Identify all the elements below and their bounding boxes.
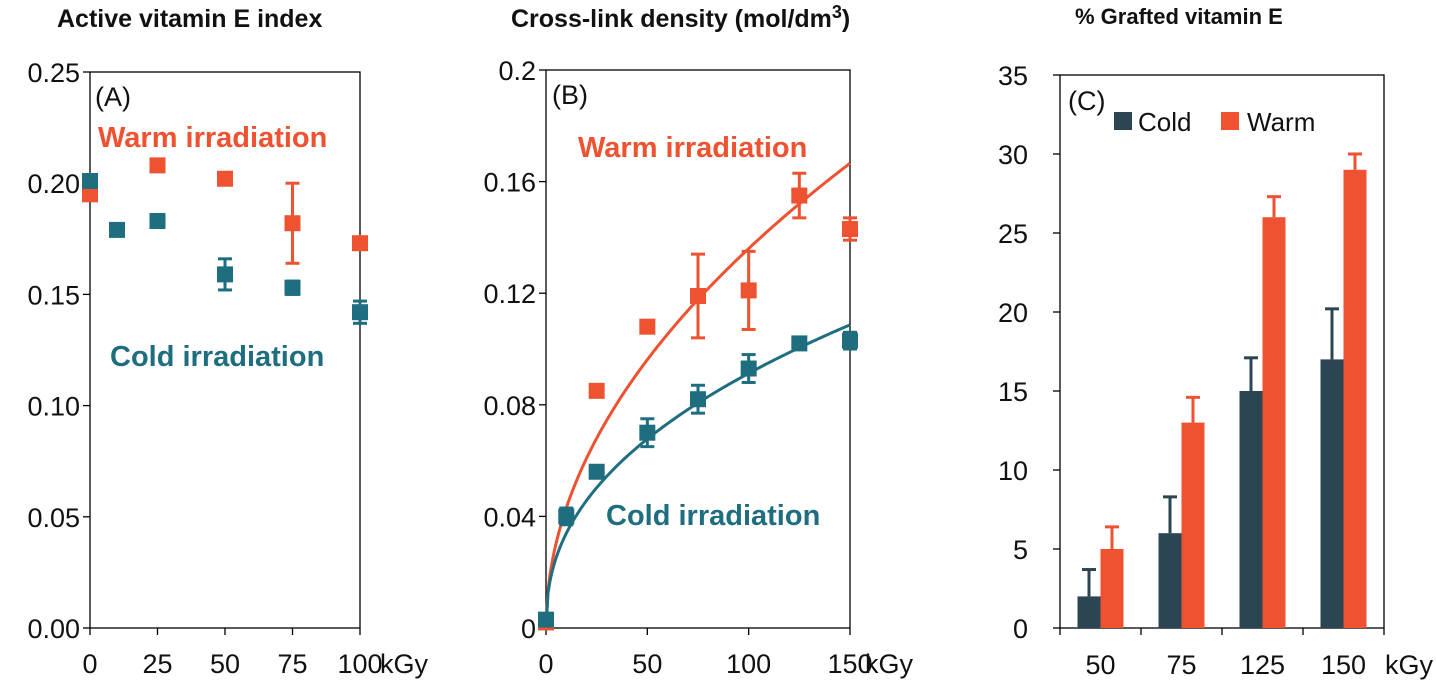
legend-warm-swatch (1221, 112, 1239, 130)
panel-a-x-ticks: 0 25 50 75 100 (82, 628, 383, 679)
panel-b-y-tick-label: 0.08 (483, 391, 536, 421)
panel-c-y-tick-label: 20 (998, 298, 1028, 328)
panel-c-y-tick-label: 25 (998, 219, 1028, 249)
legend-cold-swatch (1114, 112, 1132, 130)
panel-a-warm-annotation: Warm irradiation (98, 122, 327, 154)
panel-a-warm-point (284, 215, 301, 232)
panel-c-y-tick-label: 0 (1013, 614, 1028, 644)
panel-c-title: % Grafted vitamin E (1075, 4, 1283, 29)
panel-b-cold-point (791, 335, 808, 352)
panel-b-x-tick-label: 0 (538, 649, 553, 679)
panel-a-warm-point (149, 157, 166, 174)
panel-c: % Grafted vitamin E (C) Cold Warm 0 5 10 15… (998, 4, 1434, 680)
panel-b-cold-point (588, 463, 605, 480)
panel-c-x-ticks: 50 75 125 150 (1059, 628, 1385, 680)
panel-a: Active vitamin E index (A) 0.000.050.100… (27, 5, 428, 679)
panel-c-warm-bar (1262, 217, 1286, 628)
panel-c-x-tick-label: 150 (1321, 650, 1366, 680)
panel-a-cold-point (352, 304, 368, 321)
panel-b-title-superscript: 3 (832, 2, 842, 22)
panel-a-warm-point (217, 170, 233, 187)
panel-c-cold-bar (1320, 359, 1344, 628)
panel-c-y-tick-label: 5 (1013, 535, 1028, 565)
panel-a-x-tick-label: 100 (337, 649, 382, 679)
panel-a-cold-point (149, 213, 166, 230)
panel-b-y-tick-label: 0.16 (483, 168, 536, 198)
panel-b-x-ticks: 0 50 100 150 (538, 628, 873, 679)
panel-a-y-tick-label: 0.10 (27, 392, 80, 422)
panel-c-y-tick-label: 30 (998, 140, 1028, 170)
panel-b-y-tick-label: 0 (521, 614, 536, 644)
panel-a-y-tick-label: 0.25 (27, 58, 80, 88)
panel-b-warm-point (690, 287, 706, 304)
panel-c-y-ticks: 0 5 10 15 20 25 30 35 (998, 61, 1060, 644)
panel-a-title: Active vitamin E index (57, 5, 322, 33)
panel-b-title: Cross-link density (mol/dm3) (511, 2, 850, 33)
panel-b-cold-point (740, 360, 757, 377)
panel-a-x-unit: kGy (380, 649, 429, 679)
panel-c-x-tick-label: 75 (1166, 650, 1196, 680)
panel-b-cold-point (842, 332, 858, 349)
panel-b-y-tick-label: 0.04 (483, 502, 536, 532)
panel-b-label: (B) (552, 80, 588, 110)
panel-a-x-tick-label: 50 (210, 649, 240, 679)
panel-b-y-tick-label: 0.2 (498, 56, 536, 86)
panel-a-x-tick-label: 25 (142, 649, 172, 679)
legend-warm-label: Warm (1247, 107, 1315, 137)
panel-c-label: (C) (1068, 86, 1105, 116)
panel-c-y-tick-label: 35 (998, 61, 1028, 91)
panel-c-warm-bar (1181, 422, 1205, 628)
panel-a-y-tick-label: 0.00 (27, 614, 80, 644)
panel-b: Cross-link density (mol/dm3) (B) 0 0.04 0.… (483, 2, 913, 679)
panel-b-marks (538, 171, 858, 631)
panel-c-cold-bar (1239, 391, 1263, 628)
panel-b-y-tick-label: 0.12 (483, 279, 536, 309)
panel-b-warm-annotation: Warm irradiation (578, 132, 807, 164)
panel-b-cold-annotation: Cold irradiation (606, 500, 820, 532)
panel-b-warm-point (842, 221, 858, 238)
panel-b-title-main: Cross-link density (mol/dm (511, 5, 832, 33)
panel-b-x-tick-label: 50 (632, 649, 662, 679)
panel-c-cold-bar (1077, 596, 1101, 628)
panel-b-warm-point (588, 382, 605, 399)
panel-c-x-unit: kGy (1385, 650, 1434, 680)
panel-b-title-end: ) (842, 5, 850, 33)
panel-b-x-unit: kGy (865, 649, 914, 679)
panel-a-x-tick-label: 75 (277, 649, 307, 679)
panel-a-cold-point (82, 172, 98, 189)
panel-a-x-tick-label: 0 (82, 649, 97, 679)
panel-c-cold-bar (1158, 533, 1182, 628)
panel-b-warm-point (791, 187, 808, 204)
panel-a-y-tick-label: 0.15 (27, 280, 80, 310)
panel-c-warm-bar (1100, 549, 1124, 628)
panel-b-x-tick-label: 100 (726, 649, 771, 679)
panel-b-cold-point (558, 508, 575, 525)
panel-a-warm-point (352, 235, 368, 252)
panel-b-cold-point (690, 391, 706, 408)
panel-a-cold-annotation: Cold irradiation (110, 341, 324, 373)
panel-a-marks (82, 157, 368, 325)
panel-b-y-ticks: 0 0.04 0.08 0.12 0.16 0.2 (483, 56, 546, 644)
panel-c-warm-bar (1343, 169, 1367, 629)
panel-a-warm-point (82, 186, 98, 203)
panel-b-warm-point (740, 282, 757, 299)
legend-cold-label: Cold (1138, 107, 1191, 137)
panel-c-x-tick-label: 125 (1240, 650, 1285, 680)
panel-a-cold-point (217, 266, 233, 283)
panel-b-cold-point (639, 424, 656, 441)
panel-c-y-tick-label: 15 (998, 377, 1028, 407)
panel-c-y-tick-label: 10 (998, 456, 1028, 486)
panel-c-bars (1077, 152, 1367, 629)
panel-c-x-tick-label: 50 (1085, 650, 1115, 680)
panel-a-cold-point (109, 221, 125, 238)
panel-a-label: (A) (95, 82, 131, 112)
panel-a-cold-point (284, 279, 301, 296)
panel-b-warm-point (639, 318, 656, 335)
panel-b-x-tick-label: 150 (827, 649, 872, 679)
panel-a-y-tick-label: 0.20 (27, 169, 80, 199)
panel-a-y-tick-label: 0.05 (27, 503, 80, 533)
panel-a-y-ticks: 0.00 0.05 0.10 0.15 0.20 0.25 (27, 58, 90, 644)
panel-b-cold-point (538, 611, 554, 628)
